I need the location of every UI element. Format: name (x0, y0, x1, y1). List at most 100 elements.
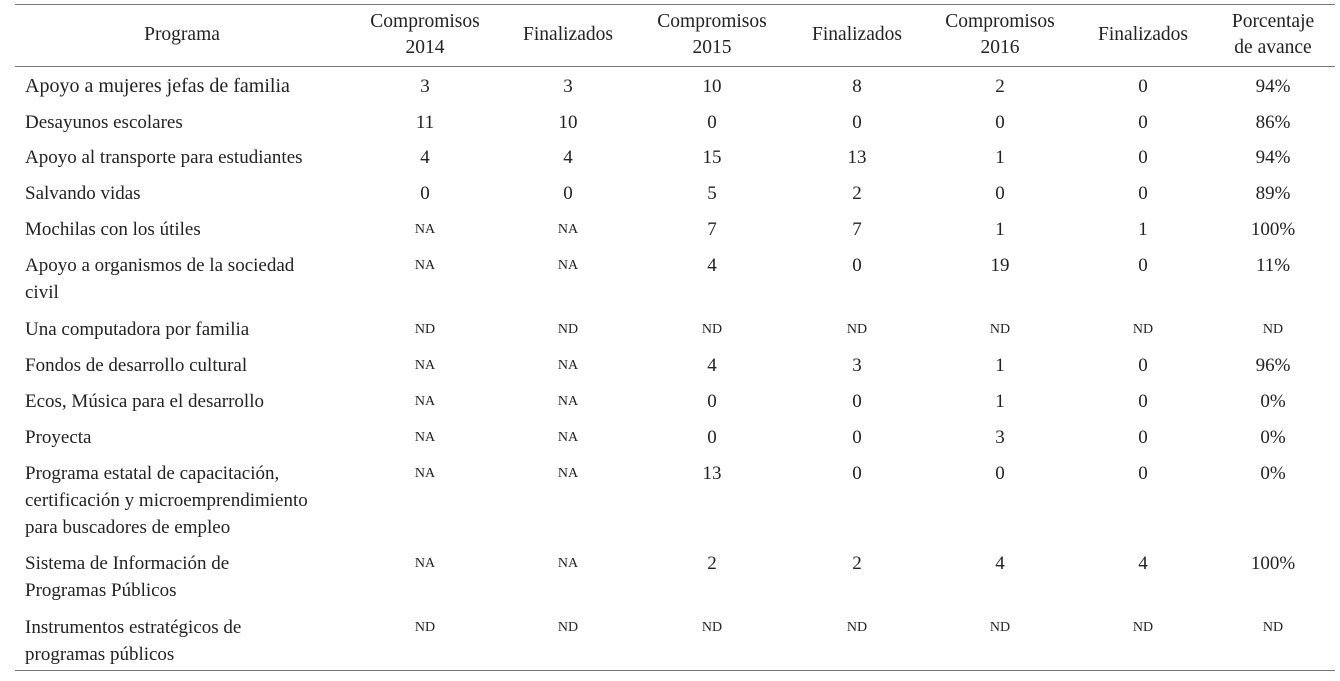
table-cell: 11% (1255, 255, 1291, 276)
table-cell: ND (557, 322, 579, 337)
table-cell: 2 (852, 183, 862, 204)
program-name: Proyecta (25, 427, 92, 448)
table-cell: 2 (995, 76, 1005, 97)
table-cell: NA (414, 430, 436, 445)
table-cell: ND (1132, 620, 1154, 635)
program-name: Salvando vidas (25, 183, 141, 204)
table-cell: 0% (1260, 391, 1286, 412)
table-cell: 11 (415, 112, 435, 133)
table-cell: 89% (1255, 183, 1291, 204)
table-cell: NA (414, 258, 436, 273)
table-cell: ND (989, 322, 1011, 337)
table-cell: NA (557, 430, 579, 445)
program-name: Apoyo al transporte para estudiantes (25, 147, 303, 168)
table-cell: 5 (707, 183, 717, 204)
table-cell: 0 (852, 255, 862, 276)
table-cell: 0 (852, 112, 862, 133)
table-cell: 15 (702, 147, 722, 168)
program-name: Desayunos escolares (25, 112, 183, 133)
table-cell: 96% (1255, 355, 1291, 376)
table-cell: 0 (1138, 391, 1148, 412)
table-cell: 7 (852, 219, 862, 240)
table-cell: 0 (707, 391, 717, 412)
program-name: Instrumentos estratégicos de programas p… (25, 617, 242, 665)
program-name: Apoyo a organismos de la sociedad civil (25, 255, 295, 303)
table-bottom-rule (15, 670, 1335, 671)
table-cell: ND (701, 322, 723, 337)
table-cell: 10 (702, 76, 722, 97)
header-bottom-rule (15, 66, 1335, 67)
table-cell: 86% (1255, 112, 1291, 133)
column-header: Programa (144, 24, 220, 45)
table-cell: ND (414, 620, 436, 635)
table-cell: ND (846, 322, 868, 337)
table-cell: 0 (1138, 255, 1148, 276)
table-cell: ND (414, 322, 436, 337)
table-cell: ND (1132, 322, 1154, 337)
table-cell: 94% (1255, 76, 1291, 97)
table-cell: 0 (1138, 463, 1148, 484)
table-cell: 0 (707, 112, 717, 133)
table-cell: 3 (852, 355, 862, 376)
table-cell: 0 (1138, 183, 1148, 204)
table-cell: NA (414, 222, 436, 237)
table-cell: 3 (420, 76, 430, 97)
table-cell: 7 (707, 219, 717, 240)
column-header: Compromisos 2014 (370, 11, 480, 58)
table-cell: ND (1262, 322, 1284, 337)
table-cell: 4 (420, 147, 430, 168)
table-cell: ND (701, 620, 723, 635)
table-cell: 0 (995, 463, 1005, 484)
table-top-rule (15, 4, 1335, 5)
table-cell: 0 (1138, 112, 1148, 133)
table-cell: 0 (707, 427, 717, 448)
program-name: Sistema de Información de Programas Públ… (25, 553, 230, 601)
table-cell: 0% (1260, 463, 1286, 484)
table-cell: 100% (1250, 553, 1296, 574)
table-cell: 0 (852, 391, 862, 412)
table-cell: 1 (1138, 219, 1148, 240)
program-name: Una computadora por familia (25, 319, 250, 340)
table-cell: 0 (1138, 147, 1148, 168)
table-cell: 13 (702, 463, 722, 484)
table-cell: 3 (995, 427, 1005, 448)
column-header: Finalizados (523, 24, 613, 45)
table-cell: 0% (1260, 427, 1286, 448)
table-cell: 1 (995, 355, 1005, 376)
table-cell: NA (414, 556, 436, 571)
table-cell: NA (557, 556, 579, 571)
table-cell: NA (557, 358, 579, 373)
program-name: Programa estatal de capacitación, certif… (25, 463, 308, 538)
table-cell: 0 (852, 463, 862, 484)
table-cell: 0 (995, 112, 1005, 133)
table-cell: NA (557, 222, 579, 237)
table-cell: NA (557, 258, 579, 273)
table-cell: NA (557, 394, 579, 409)
table-cell: 3 (563, 76, 573, 97)
table-cell: 10 (558, 112, 578, 133)
table-cell: 0 (563, 183, 573, 204)
table-cell: ND (1262, 620, 1284, 635)
table-cell: 0 (1138, 76, 1148, 97)
table-cell: 4 (563, 147, 573, 168)
table-cell: ND (846, 620, 868, 635)
program-name: Fondos de desarrollo cultural (25, 355, 248, 376)
table-cell: 13 (847, 147, 867, 168)
table-cell: 1 (995, 219, 1005, 240)
table-cell: 1 (995, 391, 1005, 412)
program-name: Ecos, Música para el desarrollo (25, 391, 264, 412)
table-cell: 4 (1138, 553, 1148, 574)
program-name: Mochilas con los útiles (25, 219, 201, 240)
column-header: Compromisos 2015 (657, 11, 767, 58)
table-cell: 1 (995, 147, 1005, 168)
program-name: Apoyo a mujeres jefas de familia (25, 75, 290, 97)
table-cell: NA (414, 358, 436, 373)
column-header: Compromisos 2016 (945, 11, 1055, 58)
table-cell: 0 (1138, 355, 1148, 376)
table-cell: 94% (1255, 147, 1291, 168)
table-cell: 0 (1138, 427, 1148, 448)
table-cell: 8 (852, 76, 862, 97)
table-cell: NA (414, 466, 436, 481)
table-cell: 100% (1250, 219, 1296, 240)
table-cell: NA (414, 394, 436, 409)
